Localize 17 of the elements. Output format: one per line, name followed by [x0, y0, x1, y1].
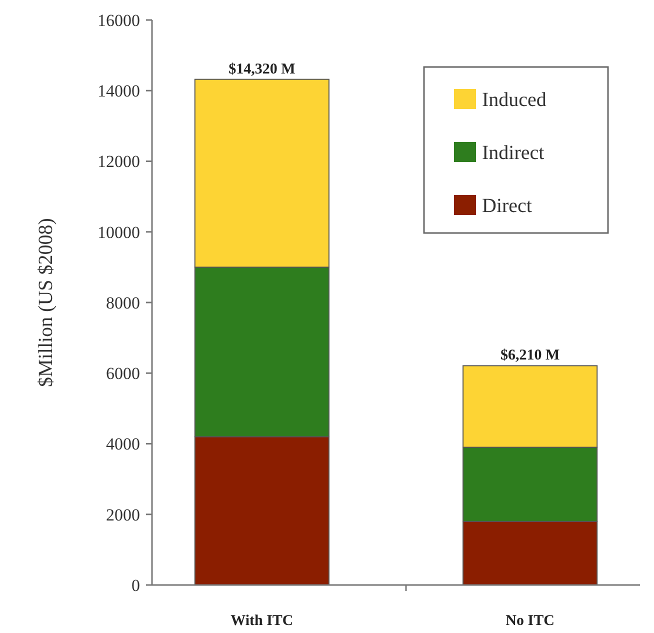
- legend-label: Induced: [482, 89, 546, 111]
- total-label: $14,320 M: [228, 61, 296, 78]
- legend-label: Direct: [482, 195, 532, 217]
- y-axis-title: $Million (US $2008): [35, 218, 57, 387]
- legend-label: Indirect: [482, 142, 545, 164]
- y-tick-label: 12000: [98, 152, 140, 172]
- y-tick-label: 10000: [98, 222, 140, 242]
- y-tick-label: 0: [132, 576, 140, 595]
- y-tick-label: 4000: [106, 434, 140, 454]
- y-tick-label: 2000: [106, 505, 140, 524]
- x-tick-label: With ITC: [230, 613, 294, 629]
- y-tick-label: 6000: [106, 364, 140, 384]
- y-tick-label: 14000: [98, 82, 140, 101]
- x-tick-label: No ITC: [506, 613, 554, 629]
- y-tick-label: 16000: [98, 10, 140, 30]
- y-tick-label: 8000: [106, 293, 140, 312]
- total-label: $6,210 M: [500, 348, 560, 364]
